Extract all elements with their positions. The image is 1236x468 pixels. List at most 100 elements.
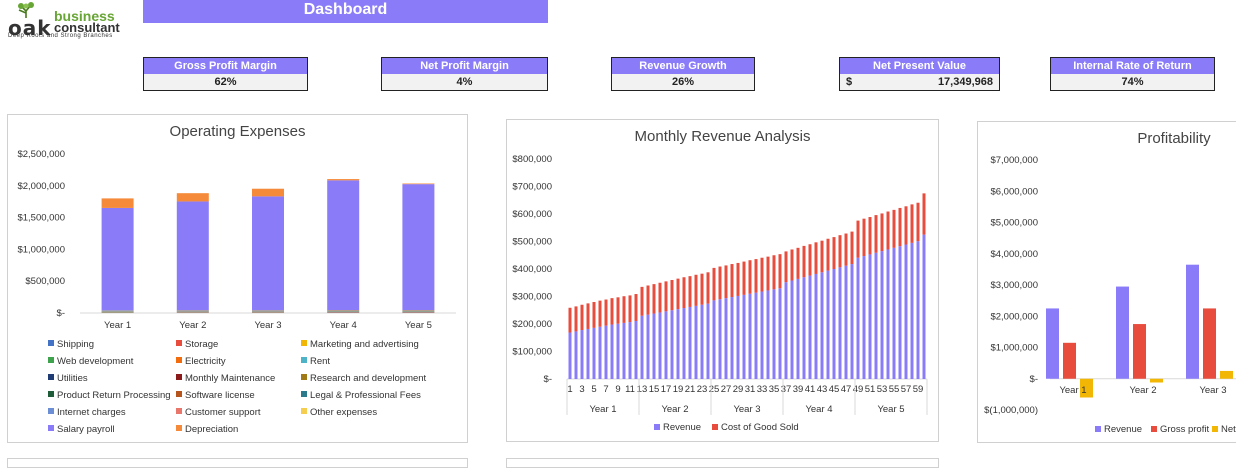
x-tick-label: 13	[637, 384, 648, 395]
bar-segment	[917, 203, 920, 242]
kpi-label: Revenue Growth	[612, 58, 754, 74]
kpi-label: Internal Rate of Return	[1051, 58, 1214, 74]
monthly-revenue-chart[interactable]: Monthly Revenue Analysis $800,000$700,00…	[506, 119, 939, 442]
legend-label: Revenue	[663, 422, 701, 433]
x-tick-label: 29	[733, 384, 744, 395]
y-tick-label: $600,000	[512, 209, 552, 220]
kpi-value: 26%	[612, 74, 754, 90]
bar-segment	[785, 282, 788, 379]
bar	[1150, 379, 1163, 383]
x-tick-label: 27	[721, 384, 732, 395]
x-tick-label: Year 4	[330, 320, 357, 331]
bar-segment	[605, 326, 608, 379]
x-tick-label: Year 5	[405, 320, 432, 331]
legend-item: Depreciation	[176, 424, 238, 435]
kpi-net-present-value: Net Present Value $ 17,349,968	[839, 57, 1000, 91]
y-tick-label: $5,000,000	[990, 218, 1038, 229]
legend-item: Utilities	[48, 373, 88, 384]
bar	[1133, 324, 1146, 379]
x-tick-label: 3	[579, 384, 584, 395]
bar-segment	[869, 217, 872, 254]
bar-segment	[809, 244, 812, 275]
legend-item: Other expenses	[301, 407, 377, 418]
bar-segment	[881, 213, 884, 251]
bar-segment	[635, 321, 638, 379]
profitability-plot: $7,000,000$6,000,000$5,000,000$4,000,000…	[978, 122, 1236, 442]
bar-segment	[569, 308, 572, 333]
bar-segment	[815, 274, 818, 379]
kpi-gross-profit-margin: Gross Profit Margin 62%	[143, 57, 308, 91]
legend-item: Electricity	[176, 356, 226, 367]
x-tick-label: 33	[757, 384, 768, 395]
y-tick-label: $7,000,000	[990, 155, 1038, 166]
x-tick-label: 41	[805, 384, 816, 395]
x-tick-label: 59	[913, 384, 924, 395]
bar-segment	[659, 312, 662, 379]
legend-label: Storage	[185, 339, 218, 350]
group-label: Year 5	[877, 404, 904, 415]
bar-segment	[857, 221, 860, 258]
x-tick-label: 15	[649, 384, 660, 395]
legend-label: Legal & Professional Fees	[310, 390, 421, 401]
legend-item: Legal & Professional Fees	[301, 390, 421, 401]
bar-segment	[767, 257, 770, 291]
bar-segment	[581, 305, 584, 330]
bar-segment	[581, 330, 584, 379]
bar-segment	[683, 308, 686, 379]
x-tick-label: 49	[853, 384, 864, 395]
bar-segment	[701, 274, 704, 305]
bar-segment	[887, 212, 890, 250]
bar-segment	[102, 208, 134, 310]
bar-segment	[683, 277, 686, 308]
bar-segment	[827, 239, 830, 271]
legend-item: Shipping	[48, 339, 94, 350]
profitability-chart[interactable]: Profitability $7,000,000$6,000,000$5,000…	[977, 121, 1236, 443]
bar-segment	[725, 298, 728, 379]
legend-swatch	[176, 408, 182, 414]
bar	[1203, 308, 1216, 378]
bar	[1220, 371, 1233, 379]
legend-swatch	[48, 340, 54, 346]
kpi-value: 62%	[144, 74, 307, 90]
bar-segment	[617, 297, 620, 323]
bar-segment	[755, 293, 758, 379]
bar-segment	[905, 206, 908, 244]
y-tick-label: $1,500,000	[17, 213, 65, 224]
bar-segment	[875, 215, 878, 253]
monthly-revenue-plot: $800,000$700,000$600,000$500,000$400,000…	[507, 120, 938, 441]
bar-segment	[611, 325, 614, 379]
x-tick-label: 21	[685, 384, 696, 395]
legend-item: Software license	[176, 390, 255, 401]
legend-label: Internet charges	[57, 407, 126, 418]
bar-segment	[677, 279, 680, 310]
bar-segment	[917, 241, 920, 379]
bar-segment	[252, 189, 284, 197]
operating-expenses-chart[interactable]: Operating Expenses $2,500,000$2,000,000$…	[7, 114, 468, 443]
y-tick-label: $-	[1030, 374, 1038, 385]
legend-item: Monthly Maintenance	[176, 373, 275, 384]
legend-item: Marketing and advertising	[301, 339, 419, 350]
bar-segment	[177, 193, 209, 201]
y-tick-label: $2,000,000	[990, 311, 1038, 322]
x-tick-label: Year 1	[104, 320, 131, 331]
bar-segment	[719, 267, 722, 300]
legend-label: Web development	[57, 356, 133, 367]
legend-label: Monthly Maintenance	[185, 373, 275, 384]
legend-swatch	[176, 357, 182, 363]
legend-swatch	[176, 425, 182, 431]
bar-segment	[599, 327, 602, 379]
legend-label: Marketing and advertising	[310, 339, 419, 350]
x-tick-label: 57	[901, 384, 912, 395]
bar-segment	[629, 322, 632, 379]
bar	[1186, 265, 1199, 379]
x-tick-label: 43	[817, 384, 828, 395]
bar-segment	[797, 279, 800, 379]
legend-swatch	[301, 391, 307, 397]
y-tick-label: $4,000,000	[990, 249, 1038, 260]
bar-segment	[749, 260, 752, 294]
legend-label: Electricity	[185, 356, 226, 367]
kpi-value: 4%	[382, 74, 547, 90]
y-tick-label: $700,000	[512, 182, 552, 193]
bar-segment	[102, 198, 134, 208]
x-tick-label: Year 2	[179, 320, 206, 331]
